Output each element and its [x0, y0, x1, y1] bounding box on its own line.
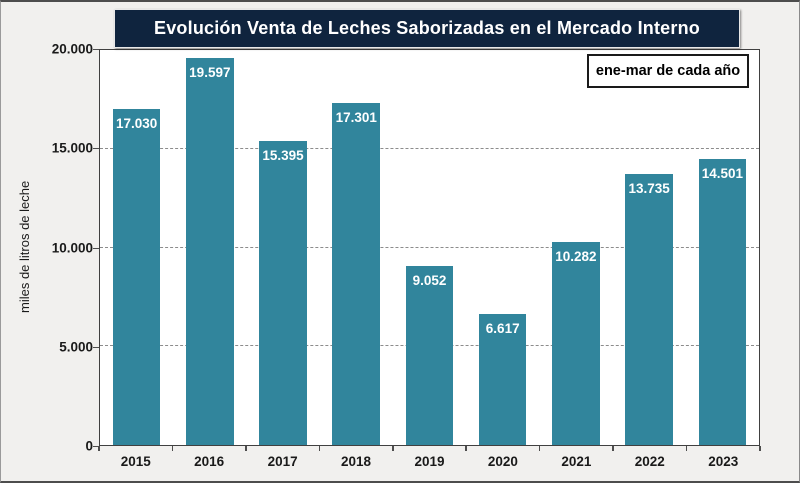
bar-slot-2015: 17.030 — [100, 50, 173, 445]
bar-slot-2022: 13.735 — [613, 50, 686, 445]
bar-2015: 17.030 — [112, 108, 161, 445]
y-tick-label: 20.000 — [51, 41, 93, 57]
bar-slot-2016: 19.597 — [173, 50, 246, 445]
bar-2019: 9.052 — [405, 266, 454, 445]
x-tick-mark — [465, 446, 467, 451]
x-tick-mark — [171, 446, 174, 451]
bar-slot-2019: 9.052 — [393, 50, 466, 445]
bar-value-label: 14.501 — [701, 165, 743, 181]
bar-2016: 19.597 — [186, 57, 234, 445]
bar-slot-2020: 6.617 — [466, 50, 539, 445]
bar-value-label: 15.395 — [262, 147, 304, 163]
x-tick-label-2017: 2017 — [267, 454, 298, 469]
x-tick-mark — [612, 446, 614, 451]
y-tick-mark — [93, 247, 99, 249]
bar-value-label: 17.301 — [335, 110, 377, 126]
x-axis-tick-marks — [98, 446, 761, 452]
bar-value-label: 10.282 — [555, 248, 597, 264]
y-tick-mark — [93, 346, 99, 348]
bar-value-label: 9.052 — [412, 273, 447, 289]
plot-area: 17.030 19.597 15.395 17.301 9.052 6.617 10.282… — [99, 49, 760, 446]
bar-slot-2023: 14.501 — [686, 50, 759, 445]
x-tick-mark — [759, 446, 761, 451]
annotation-box: ene-mar de cada año — [587, 54, 749, 88]
bar-2022: 13.735 — [625, 173, 673, 445]
x-tick-mark — [245, 446, 247, 451]
bar-value-label: 17.030 — [115, 115, 158, 131]
bar-slot-2021: 10.282 — [539, 50, 612, 445]
y-tick-mark — [93, 49, 99, 50]
gridline-15000 — [100, 147, 759, 149]
y-tick-mark — [93, 148, 99, 150]
gridline-10000 — [100, 246, 759, 248]
bar-2021: 10.282 — [552, 241, 600, 445]
bar-series: 17.030 19.597 15.395 17.301 9.052 6.617 10.282… — [100, 50, 759, 445]
bar-value-label: 6.617 — [485, 321, 520, 337]
bar-slot-2017: 15.395 — [246, 50, 319, 445]
bar-2023: 14.501 — [698, 158, 747, 445]
y-tick-label: 10.000 — [51, 240, 93, 255]
chart-title: Evolución Venta de Leches Saborizadas en… — [114, 9, 740, 48]
x-tick-label-2015: 2015 — [120, 454, 151, 469]
y-tick-mark — [93, 446, 99, 447]
bar-value-label: 19.597 — [189, 64, 231, 80]
y-tick-label: 5.000 — [59, 339, 93, 355]
x-tick-mark — [392, 446, 394, 451]
bar-value-label: 13.735 — [628, 180, 670, 196]
x-tick-label-2018: 2018 — [341, 454, 372, 469]
x-axis-tick-labels: 2015 2016 2017 2018 2019 2020 2021 2022 2023 — [99, 454, 760, 469]
x-tick-mark — [318, 446, 321, 451]
x-tick-label-2023: 2023 — [708, 454, 739, 469]
y-tick-label: 15.000 — [51, 140, 93, 156]
x-tick-label-2019: 2019 — [414, 454, 445, 469]
x-tick-label-2021: 2021 — [561, 454, 592, 469]
x-tick-label-2022: 2022 — [634, 454, 665, 469]
x-tick-mark — [685, 446, 688, 451]
y-tick-label: 0 — [85, 438, 93, 454]
x-tick-mark — [538, 446, 541, 451]
x-tick-mark — [98, 446, 100, 451]
bar-slot-2018: 17.301 — [320, 50, 393, 445]
y-axis-tick-labels: 0 5.000 10.000 15.000 20.000 — [1, 42, 93, 454]
x-tick-label-2020: 2020 — [487, 454, 518, 469]
x-tick-label-2016: 2016 — [194, 454, 225, 469]
bar-2017: 15.395 — [259, 140, 307, 445]
bar-2020: 6.617 — [478, 314, 527, 445]
bar-2018: 17.301 — [332, 103, 381, 445]
